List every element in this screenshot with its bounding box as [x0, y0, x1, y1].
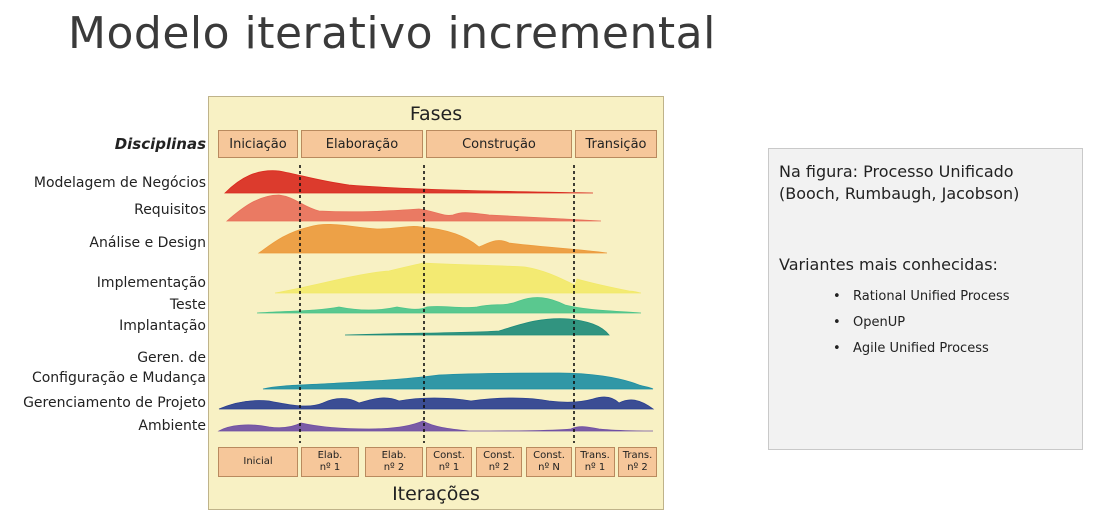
- iteration-initial: Inicial: [218, 447, 298, 477]
- discipline-label-deployment: Implantação: [119, 318, 206, 334]
- variants-list: Rational Unified Process OpenUP Agile Un…: [833, 284, 1072, 362]
- info-box: Na figura: Processo Unificado (Booch, Ru…: [768, 148, 1083, 450]
- iteration-elab-2-line1: Elab.: [381, 450, 407, 461]
- iteration-elab-2-line2: nº 2: [383, 462, 405, 473]
- slide-title: Modelo iterativo incremental: [68, 8, 716, 59]
- discipline-label-test: Teste: [169, 297, 206, 313]
- disciplines-header: Disciplinas: [114, 135, 206, 153]
- curve-project-mgmt: [218, 396, 655, 410]
- curve-requirements: [225, 194, 602, 222]
- iteration-elab-2: Elab. nº 2: [365, 447, 423, 477]
- curve-environment: [217, 420, 654, 432]
- rup-hump-chart: Fases Iniciação Elaboração Construção Tr…: [208, 96, 664, 510]
- iteration-trans-1-line2: nº 1: [584, 462, 606, 473]
- list-item: OpenUP: [833, 310, 1072, 336]
- iteration-const-n-line1: Const.: [533, 450, 565, 461]
- iteration-elab-1-line1: Elab.: [317, 450, 343, 461]
- iteration-const-2-line1: Const.: [483, 450, 515, 461]
- discipline-label-analysis-design: Análise e Design: [89, 235, 206, 251]
- discipline-label-environment: Ambiente: [138, 418, 206, 434]
- curve-implementation: [274, 262, 642, 294]
- iteration-trans-2-line1: Trans.: [622, 450, 653, 461]
- info-note: Na figura: Processo Unificado (Booch, Ru…: [779, 162, 1020, 203]
- list-item: Rational Unified Process: [833, 284, 1072, 310]
- curve-deployment: [344, 318, 610, 336]
- iteration-const-2: Const. nº 2: [476, 447, 522, 477]
- curve-analysis-design: [257, 224, 608, 254]
- discipline-label-business-modeling: Modelagem de Negócios: [33, 175, 206, 191]
- iteration-elab-1: Elab. nº 1: [301, 447, 359, 477]
- iteration-elab-1-line2: nº 1: [319, 462, 341, 473]
- iterations-caption: Iterações: [392, 483, 480, 505]
- list-item: Agile Unified Process: [833, 336, 1072, 362]
- iteration-const-1-line1: Const.: [433, 450, 465, 461]
- curve-business-modeling: [224, 170, 594, 194]
- iteration-const-n-line2: nº N: [538, 462, 560, 473]
- iteration-const-1: Const. nº 1: [426, 447, 472, 477]
- discipline-label-config-mgmt-line1: Geren. de: [137, 350, 206, 366]
- discipline-label-requirements: Requisitos: [134, 202, 206, 218]
- discipline-curves: [217, 165, 655, 443]
- discipline-label-config-mgmt-line2: Configuração e Mudança: [31, 370, 206, 386]
- iteration-trans-2-line2: nº 2: [627, 462, 648, 473]
- phases-caption: Fases: [409, 103, 463, 125]
- iteration-trans-2: Trans. nº 2: [618, 447, 657, 477]
- phase-construction: Construção: [426, 130, 572, 158]
- iteration-initial-label: Inicial: [243, 456, 273, 467]
- iteration-trans-1-line1: Trans.: [580, 450, 610, 461]
- phase-inception: Iniciação: [218, 130, 298, 158]
- iteration-const-n: Const. nº N: [526, 447, 572, 477]
- discipline-label-implementation: Implementação: [96, 275, 206, 291]
- iteration-const-2-line2: nº 2: [488, 462, 510, 473]
- curve-test: [256, 297, 642, 314]
- phase-elaboration: Elaboração: [301, 130, 423, 158]
- phase-transition: Transição: [575, 130, 657, 158]
- curve-config-mgmt: [262, 372, 654, 390]
- discipline-label-project-mgmt: Gerenciamento de Projeto: [23, 395, 206, 411]
- variants-title: Variantes mais conhecidas:: [779, 255, 998, 274]
- iteration-trans-1: Trans. nº 1: [575, 447, 615, 477]
- iteration-const-1-line2: nº 1: [438, 462, 460, 473]
